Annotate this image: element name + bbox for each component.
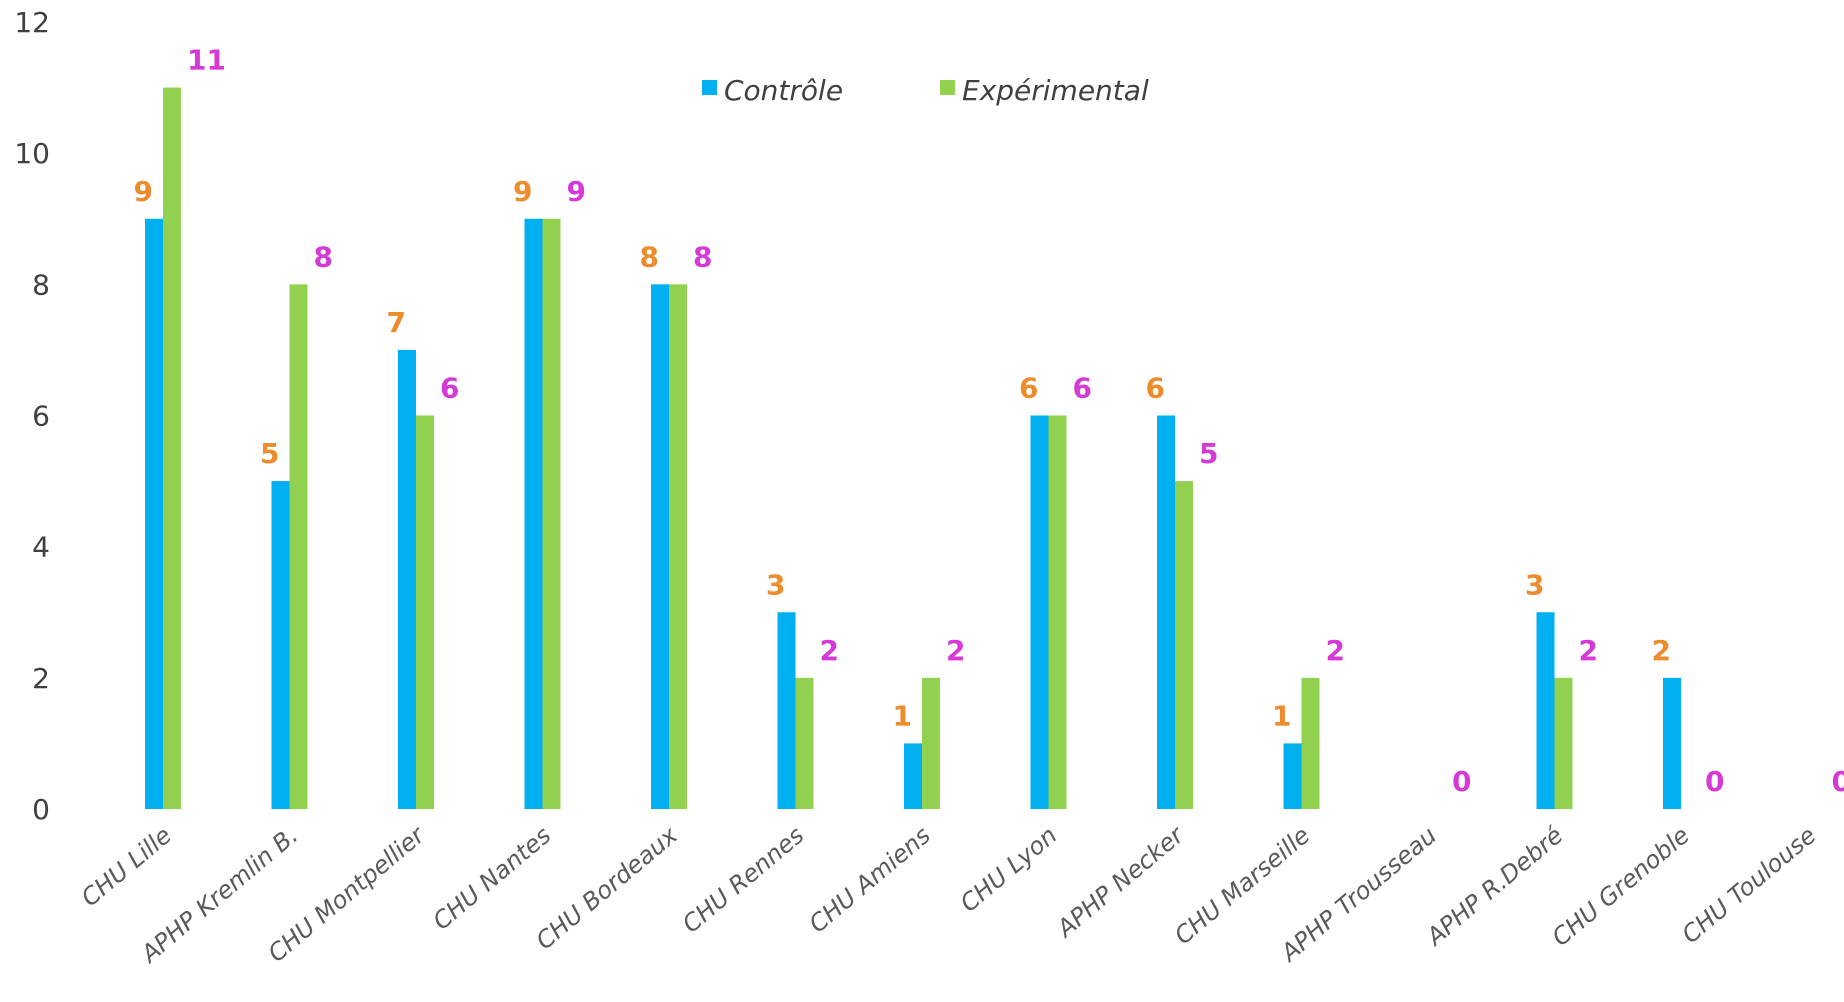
bar-controle — [271, 481, 290, 809]
x-category-label: CHU Rennes — [677, 821, 809, 938]
data-label: 9 — [134, 175, 153, 208]
data-label: 6 — [1146, 372, 1165, 405]
bar-experimental — [1554, 677, 1573, 809]
bar-controle — [1536, 612, 1555, 809]
data-label: 0 — [1452, 765, 1471, 798]
bar-controle — [145, 218, 163, 809]
bar-experimental — [669, 284, 687, 809]
data-label: 3 — [1525, 568, 1544, 601]
data-label: 2 — [1326, 634, 1345, 667]
data-label: 9 — [513, 175, 532, 208]
data-label: 11 — [187, 44, 226, 77]
y-tick-label: 8 — [32, 268, 50, 301]
y-tick-label: 2 — [32, 662, 50, 695]
bar-controle — [1030, 415, 1049, 809]
bar-controle — [1283, 743, 1302, 809]
data-label: 6 — [1019, 372, 1038, 405]
bar-controle — [524, 218, 543, 809]
data-labels: 9 11 5 8 7 6 9 9 8 8 3 2 1 2 6 6 6 5 1 2 0 3 2 2 0 0 — [134, 44, 1844, 798]
bar-controle — [1663, 677, 1681, 809]
bar-experimental — [1048, 415, 1067, 809]
bar-controle — [904, 743, 922, 809]
x-category-label: APHP R.Debré — [1420, 821, 1569, 952]
bar-experimental — [1175, 481, 1193, 809]
y-axis: 0 2 4 6 8 10 12 — [14, 6, 50, 826]
bar-experimental — [1301, 677, 1320, 809]
x-category-label: CHU Toulouse — [1677, 821, 1822, 949]
bars — [145, 87, 1681, 810]
bar-experimental — [289, 284, 308, 809]
data-label: 1 — [1272, 699, 1291, 732]
x-category-label: CHU Lyon — [955, 821, 1062, 917]
data-label: 9 — [567, 175, 586, 208]
legend: Contrôle Expérimental — [702, 74, 1149, 107]
data-label: 2 — [946, 634, 965, 667]
y-tick-label: 10 — [14, 137, 50, 170]
x-category-label: CHU Nantes — [428, 821, 557, 935]
bar-controle — [651, 284, 669, 809]
data-label: 8 — [693, 240, 712, 273]
data-label: 0 — [1705, 765, 1724, 798]
data-label: 7 — [387, 306, 406, 339]
data-label: 0 — [1832, 765, 1844, 798]
bar-controle — [1157, 415, 1175, 809]
y-tick-label: 12 — [14, 6, 50, 39]
data-label: 8 — [314, 240, 333, 273]
x-category-label: CHU Amiens — [804, 821, 936, 938]
y-tick-label: 4 — [32, 531, 50, 564]
bar-experimental — [922, 677, 940, 809]
legend-label: Contrôle — [724, 74, 843, 107]
bar-experimental — [542, 218, 561, 809]
legend-swatch — [940, 80, 955, 95]
data-label: 6 — [1073, 372, 1092, 405]
data-label: 2 — [1579, 634, 1598, 667]
data-label: 1 — [893, 699, 912, 732]
data-label: 6 — [440, 372, 459, 405]
y-tick-label: 0 — [32, 793, 50, 826]
legend-label: Expérimental — [962, 74, 1149, 107]
data-label: 2 — [1652, 634, 1671, 667]
data-label: 3 — [766, 568, 785, 601]
data-label: 5 — [260, 437, 279, 470]
data-label: 2 — [820, 634, 839, 667]
x-category-label: APHP Necker — [1050, 820, 1190, 944]
legend-swatch — [702, 80, 717, 95]
bar-experimental — [163, 87, 181, 810]
data-label: 8 — [640, 240, 659, 273]
bar-experimental — [795, 677, 814, 809]
x-category-label: CHU Lille — [76, 821, 177, 912]
bar-experimental — [416, 415, 434, 809]
x-category-label: CHU Grenoble — [1547, 821, 1695, 952]
bar-controle — [398, 349, 416, 809]
data-label: 5 — [1199, 437, 1218, 470]
bar-controle — [777, 612, 796, 809]
y-tick-label: 6 — [32, 400, 50, 433]
